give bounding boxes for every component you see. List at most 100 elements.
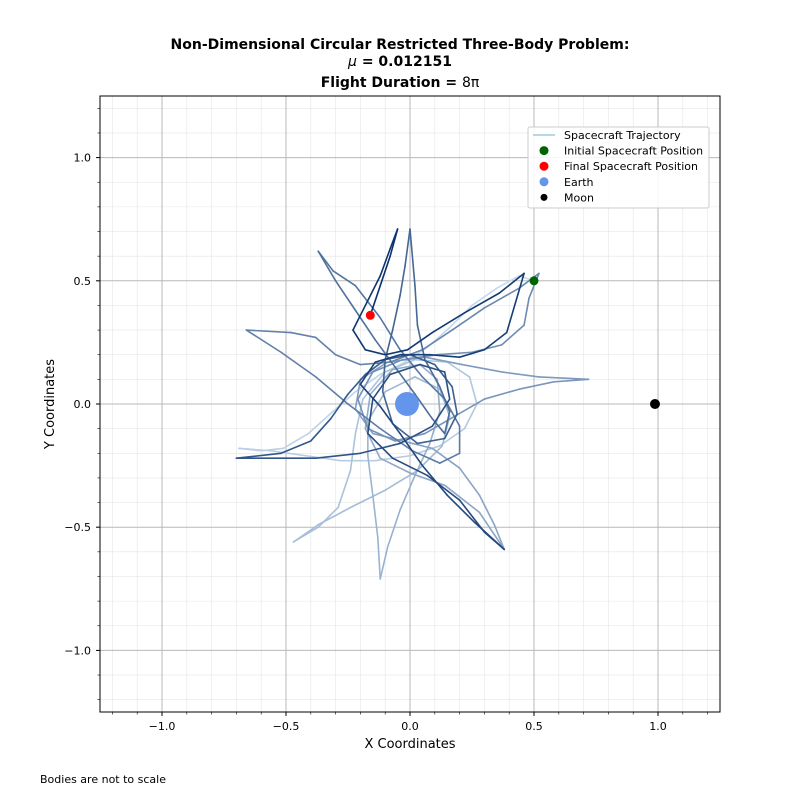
trajectory-segment [528, 272, 540, 299]
trajectory-segment [238, 447, 272, 452]
initial-position-marker [529, 276, 539, 286]
trajectory-segment [362, 371, 387, 400]
trajectory-segment [349, 432, 357, 472]
trajectory-segment [367, 427, 396, 442]
trajectory-segment [399, 432, 424, 467]
y-axis-label: Y Coordinates [43, 359, 58, 450]
trajectory-segment [399, 474, 416, 511]
y-tick-label: 0.0 [74, 398, 92, 411]
chart-title-line-2: μ = 0.012151 [0, 54, 800, 70]
trajectory-segment [458, 467, 481, 496]
trajectory-segment [347, 403, 382, 430]
trajectory-segment [419, 363, 446, 373]
trajectory-segment [235, 452, 282, 460]
trajectory-segment [495, 275, 520, 289]
trajectory-segment [391, 422, 419, 445]
trajectory-segment [426, 474, 461, 501]
trajectory-segment [431, 398, 451, 427]
trajectory-segment [270, 450, 307, 457]
trajectory-segment [421, 376, 446, 400]
legend-swatch-dot [539, 177, 549, 187]
trajectory-segment [292, 523, 320, 543]
trajectory-segment [523, 297, 530, 326]
trajectory-segment [374, 339, 396, 368]
trajectory-segment [371, 373, 391, 400]
trajectory-segment [443, 484, 481, 514]
trajectory-segment [379, 247, 391, 277]
trajectory-segment [290, 331, 317, 339]
trajectory-segment [438, 385, 451, 413]
trajectory-segment [463, 403, 478, 430]
trajectory-segment [367, 454, 374, 496]
trajectory-segment [384, 353, 411, 361]
trajectory-segment [431, 417, 446, 435]
trajectory-segment [334, 353, 362, 366]
trajectory-segment [409, 472, 446, 487]
trajectory-segment [384, 348, 409, 356]
trajectory-segment [379, 405, 401, 435]
trajectory-segment [364, 348, 387, 356]
trajectory-segment [493, 523, 506, 551]
legend-label: Moon [564, 191, 594, 204]
trajectory-segment [461, 363, 503, 373]
chart-title-line-3: Flight Duration = 8π [0, 75, 800, 91]
final-position-marker [365, 310, 375, 320]
trajectory-segment [518, 272, 540, 289]
x-tick-label: −1.0 [149, 720, 176, 733]
trajectory-segment [416, 437, 446, 445]
legend-swatch-dot [539, 146, 549, 156]
y-tick-label: 0.5 [74, 275, 92, 288]
trajectory-segment [416, 324, 426, 361]
trajectory-segment [314, 376, 349, 405]
trajectory-segment [359, 361, 377, 386]
trajectory-segment [245, 329, 292, 334]
legend-label: Final Spacecraft Position [564, 160, 698, 173]
trajectory-segment [357, 371, 374, 400]
trajectory-segment [538, 376, 590, 381]
trajectory-segment [379, 255, 391, 287]
trajectory-segment [369, 284, 382, 317]
trajectory-segment [478, 511, 506, 551]
trajectory-segment [448, 304, 473, 329]
trajectory-segment [389, 228, 399, 257]
trajectory-segment [337, 469, 352, 509]
trajectory-segment [371, 358, 404, 373]
trajectory-segment [451, 307, 486, 331]
trajectory-segment [421, 329, 453, 351]
y-tick-label: 1.0 [74, 152, 92, 165]
x-tick-label: −0.5 [273, 720, 300, 733]
trajectory-segment [414, 284, 419, 326]
trajectory-segment [411, 450, 441, 464]
trajectory-segment [446, 494, 476, 524]
trajectory-segment [421, 464, 449, 496]
trajectory-segment [433, 363, 453, 388]
x-tick-label: 1.0 [649, 720, 667, 733]
footnote: Bodies are not to scale [40, 773, 166, 786]
trajectory-segment [443, 413, 458, 440]
trajectory-segment [483, 388, 520, 400]
trajectory-segment [381, 390, 394, 425]
trajectory-segment [458, 348, 486, 358]
trajectory-segment [352, 329, 367, 351]
trajectory-segment [436, 351, 473, 356]
earth-marker [394, 392, 419, 416]
trajectory-segment [414, 393, 434, 420]
trajectory-segment [436, 378, 441, 413]
trajectory-segment [505, 272, 525, 334]
trajectory-segment [364, 275, 382, 307]
trajectory-segment [431, 447, 461, 469]
trajectory-segment [379, 457, 411, 474]
y-tick-label: −1.0 [64, 644, 91, 657]
trajectory-segment [424, 415, 456, 435]
trajectory-segment [463, 292, 501, 314]
trajectory-segment [359, 442, 401, 455]
legend-label: Initial Spacecraft Position [564, 145, 703, 158]
trajectory-segment [500, 324, 525, 346]
flight-duration-value: 8π [461, 75, 480, 91]
trajectory-segment [478, 494, 496, 526]
trajectory-segment [424, 358, 441, 388]
trajectory-segment [438, 452, 461, 464]
trajectory-segment [354, 309, 377, 341]
trajectory-segment [384, 376, 416, 393]
